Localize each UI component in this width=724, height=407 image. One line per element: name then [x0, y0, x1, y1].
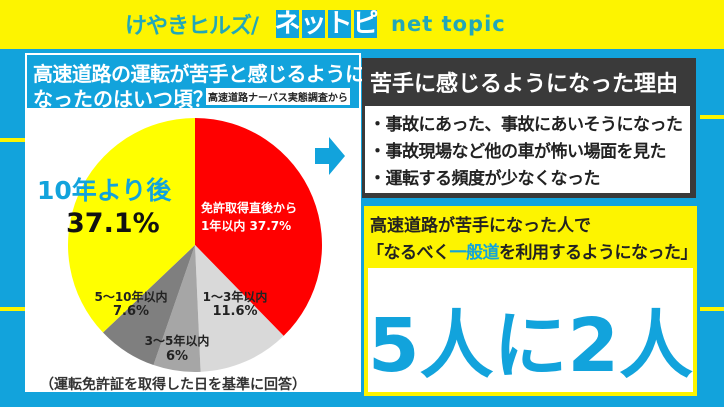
result-line2-pre: 「なるべく: [367, 243, 450, 263]
label-3to5-line1: 3〜5年以内: [144, 334, 210, 348]
brand-box-char: ネ: [274, 9, 301, 39]
chart-title-line2: なったのはいつ頃？: [33, 87, 213, 111]
brand-box-char: ピ: [352, 9, 379, 39]
reason-item: ・事故にあった、事故にあいそうになった: [369, 115, 683, 135]
reason-item: ・事故現場など他の車が怖い場面を見た: [369, 142, 667, 162]
reason-item: ・運転する頻度が少なくなった: [369, 169, 601, 189]
result-big-text: 5人に2人: [368, 303, 693, 389]
brand-program-name: けやきヒルズ/: [125, 14, 259, 39]
pie-slice: [195, 245, 284, 372]
reasons-box: 苦手に感じるようになった理由 ・事故にあった、事故にあいそうになった ・事故現場…: [362, 58, 696, 198]
brand-box-char: ト: [326, 9, 353, 39]
decor-stripe: [700, 115, 724, 119]
arrow-right-icon: [315, 137, 345, 175]
label-1yr-line2: 1年以内 37.7%: [201, 219, 292, 233]
result-big-panel: 5人に2人: [368, 268, 693, 392]
brand-nettopi-boxes: ネ ッ ト ピ: [274, 9, 379, 39]
top-banner: けやきヒルズ/ ネ ッ ト ピ net topic: [0, 0, 724, 49]
chart-title-line1: 高速道路の運転が苦手と感じるように: [33, 62, 365, 86]
result-box: 高速道路が苦手になった人で 「なるべく一般道を利用するようになった」 5人に2人: [364, 206, 698, 396]
label-10plus-title: 10年より後: [37, 176, 172, 205]
brand-box-char: ッ: [300, 9, 327, 39]
label-1to3-line2: 11.6%: [212, 304, 258, 319]
label-3to5-line2: 6%: [165, 349, 189, 364]
pie-slice: [195, 118, 322, 336]
result-line2: 「なるべく一般道を利用するようになった」: [367, 238, 698, 263]
decor-stripe: [0, 138, 25, 142]
label-10plus-value: 37.1%: [66, 208, 160, 239]
label-5to10-line1: 5〜10年以内: [94, 290, 168, 304]
reasons-list: ・事故にあった、事故にあいそうになった ・事故現場など他の車が怖い場面を見た ・…: [365, 106, 690, 193]
pie-slice: [153, 245, 201, 372]
label-5to10-line2: 7.6%: [112, 304, 150, 319]
source-badge: 高速道路ナーバス実態調査から: [206, 88, 350, 105]
decor-stripe: [0, 307, 25, 311]
chart-title-band: 高速道路の運転が苦手と感じるように なったのはいつ頃？ 高速道路ナーバス実態調査…: [27, 55, 365, 111]
decor-stripe: [700, 307, 724, 311]
reasons-heading: 苦手に感じるようになった理由: [370, 72, 679, 97]
result-line2-post: を利用するようになった」: [499, 243, 698, 263]
pie-slice: [102, 245, 195, 366]
result-line2-highlight: 一般道: [449, 243, 500, 263]
label-1to3-line1: 1〜3年以内: [202, 290, 268, 304]
chart-footnote: （運転免許証を取得した日を基準に回答）: [40, 377, 306, 393]
brand-english: net topic: [391, 12, 506, 36]
label-1yr-line1: 免許取得直後から: [201, 201, 298, 215]
result-line1: 高速道路が苦手になった人で: [370, 216, 591, 236]
brand-logo: けやきヒルズ/ ネ ッ ト ピ net topic: [125, 8, 506, 40]
pie-slice: [68, 118, 195, 333]
